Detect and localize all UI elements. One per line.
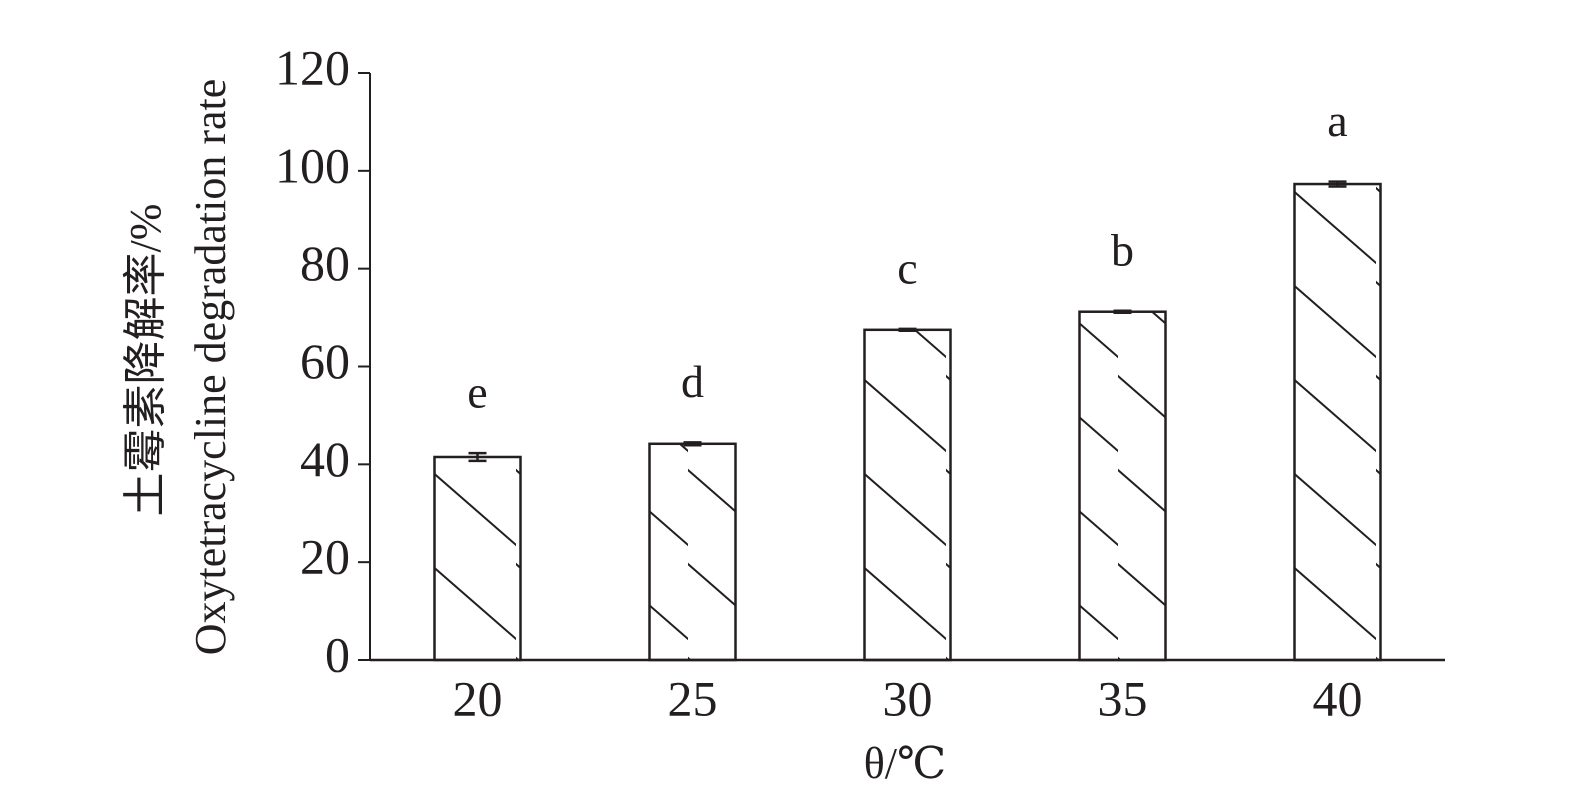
x-tick-label: 30 (883, 670, 933, 726)
bar (648, 442, 737, 662)
y-tick-label: 0 (325, 626, 350, 682)
x-axis-label: θ/℃ (864, 739, 947, 788)
significance-letter: d (681, 356, 704, 407)
y-axis-label: 土霉素降解率/% (121, 204, 170, 517)
y-tick-label: 20 (300, 529, 350, 585)
error-bar (1328, 180, 1347, 188)
y-tick-label: 100 (275, 137, 350, 193)
y-tick-label: 60 (300, 333, 350, 389)
error-bar (468, 451, 487, 463)
x-tick-label: 20 (453, 670, 503, 726)
bar (433, 455, 522, 662)
significance-letter: c (897, 242, 917, 293)
y-label-1: 土霉素降解率/% (121, 204, 170, 517)
y-tick-label: 80 (300, 235, 350, 291)
y-tick-label: 40 (300, 431, 350, 487)
bar (1078, 310, 1167, 662)
y-label-2: Oxytetracycline degradation rate (186, 79, 235, 656)
significance-letter: a (1327, 95, 1347, 146)
x-tick-label: 35 (1098, 670, 1148, 726)
x-tick-label: 25 (668, 670, 718, 726)
bar (1293, 182, 1382, 662)
error-bar (1113, 309, 1132, 314)
significance-letter: e (467, 367, 487, 418)
bar (863, 328, 952, 662)
y-axis-label: Oxytetracycline degradation rate (186, 79, 235, 656)
x-tick-label: 40 (1313, 670, 1363, 726)
significance-letter: b (1111, 224, 1134, 275)
y-tick-label: 120 (275, 39, 350, 95)
error-bar (683, 441, 702, 447)
error-bar (898, 327, 917, 333)
